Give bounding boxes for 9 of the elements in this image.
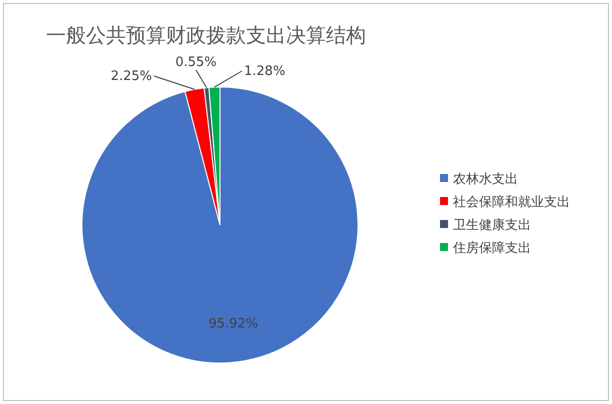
data-label: 95.92% [208, 316, 258, 332]
legend-label: 卫生健康支出 [453, 218, 531, 233]
data-label: 2.25% [110, 69, 152, 84]
legend-label: 农林水支出 [453, 172, 518, 187]
data-label: 1.28% [244, 64, 286, 79]
legend-label: 社会保障和就业支出 [453, 195, 570, 210]
data-label: 0.55% [175, 55, 217, 70]
legend-label: 住房保障支出 [452, 240, 531, 256]
chart-title: 一般公共预算财政拨款支出决算结构 [46, 23, 366, 47]
